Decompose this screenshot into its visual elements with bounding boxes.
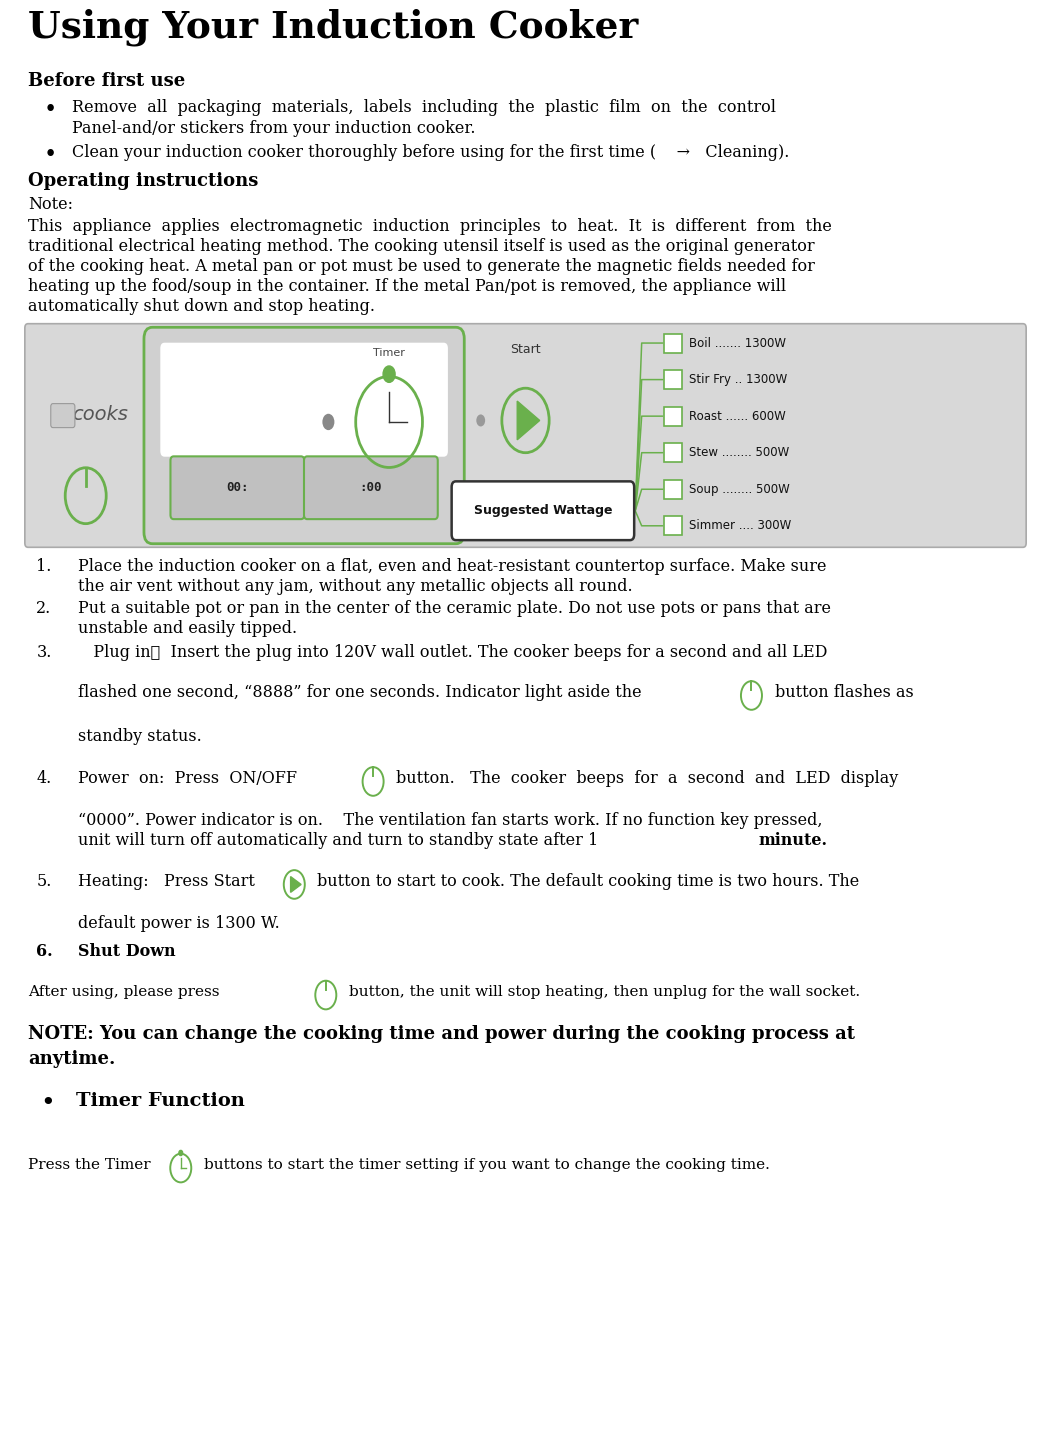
- Text: of the cooking heat. A metal pan or pot must be used to generate the magnetic fi: of the cooking heat. A metal pan or pot …: [28, 258, 815, 275]
- Text: •: •: [41, 1092, 56, 1115]
- Text: unit will turn off automatically and turn to standby state after 1: unit will turn off automatically and tur…: [79, 833, 604, 848]
- Text: Start: Start: [510, 342, 541, 355]
- FancyBboxPatch shape: [664, 480, 682, 499]
- Text: Suggested Wattage: Suggested Wattage: [474, 504, 612, 517]
- Text: Note:: Note:: [28, 196, 73, 214]
- Text: Panel-and/or stickers from your induction cooker.: Panel-and/or stickers from your inductio…: [73, 120, 476, 138]
- Text: anytime.: anytime.: [28, 1050, 116, 1068]
- Polygon shape: [291, 877, 302, 893]
- FancyBboxPatch shape: [304, 456, 438, 519]
- Circle shape: [179, 1151, 183, 1155]
- Text: automatically shut down and stop heating.: automatically shut down and stop heating…: [28, 298, 375, 315]
- Text: minute.: minute.: [759, 833, 828, 848]
- Text: default power is 1300 W.: default power is 1300 W.: [79, 916, 281, 931]
- Text: Stir Fry .. 1300W: Stir Fry .. 1300W: [689, 373, 787, 385]
- FancyBboxPatch shape: [664, 370, 682, 390]
- Text: buttons to start the timer setting if you want to change the cooking time.: buttons to start the timer setting if yo…: [204, 1158, 769, 1172]
- Text: 3.: 3.: [37, 643, 51, 661]
- Text: button flashes as: button flashes as: [775, 684, 913, 701]
- FancyBboxPatch shape: [664, 516, 682, 536]
- Circle shape: [476, 414, 486, 427]
- FancyBboxPatch shape: [452, 481, 634, 540]
- Text: After using, please press: After using, please press: [28, 984, 229, 999]
- Text: 5.: 5.: [37, 873, 51, 890]
- Text: Heating:   Press Start: Heating: Press Start: [79, 873, 255, 890]
- Text: Plug in：  Insert the plug into 120V wall outlet. The cooker beeps for a second a: Plug in： Insert the plug into 120V wall …: [79, 643, 828, 661]
- FancyBboxPatch shape: [50, 404, 75, 427]
- Text: Remove  all  packaging  materials,  labels  including  the  plastic  film  on  t: Remove all packaging materials, labels i…: [73, 99, 776, 116]
- Text: Clean your induction cooker thoroughly before using for the first time (    →   : Clean your induction cooker thoroughly b…: [73, 143, 789, 160]
- Text: traditional electrical heating method. The cooking utensil itself is used as the: traditional electrical heating method. T…: [28, 238, 815, 255]
- Text: heating up the food/soup in the container. If the metal Pan/pot is removed, the : heating up the food/soup in the containe…: [28, 278, 786, 295]
- Text: Press the Timer: Press the Timer: [28, 1158, 150, 1172]
- Text: 6.: 6.: [37, 943, 53, 960]
- Text: Operating instructions: Operating instructions: [28, 172, 259, 191]
- Text: Roast ...... 600W: Roast ...... 600W: [689, 410, 786, 423]
- FancyBboxPatch shape: [144, 327, 465, 543]
- FancyBboxPatch shape: [161, 342, 448, 457]
- Text: 1.: 1.: [37, 557, 51, 575]
- Text: This  appliance  applies  electromagnetic  induction  principles  to  heat.  It : This appliance applies electromagnetic i…: [28, 218, 832, 235]
- Text: •: •: [44, 143, 57, 166]
- Text: flashed one second, “8888” for one seconds. Indicator light aside the: flashed one second, “8888” for one secon…: [79, 684, 647, 701]
- FancyBboxPatch shape: [664, 443, 682, 463]
- Text: Soup ........ 500W: Soup ........ 500W: [689, 483, 790, 496]
- Text: standby status.: standby status.: [79, 728, 202, 745]
- FancyBboxPatch shape: [664, 334, 682, 353]
- Text: button to start to cook. The default cooking time is two hours. The: button to start to cook. The default coo…: [317, 873, 860, 890]
- Circle shape: [383, 365, 395, 383]
- Text: Simmer .... 300W: Simmer .... 300W: [689, 519, 791, 532]
- Text: Shut Down: Shut Down: [79, 943, 177, 960]
- Text: Power  on:  Press  ON/OFF: Power on: Press ON/OFF: [79, 770, 297, 787]
- Text: Boil ....... 1300W: Boil ....... 1300W: [689, 337, 786, 350]
- Text: Stew ........ 500W: Stew ........ 500W: [689, 446, 789, 459]
- Text: button, the unit will stop heating, then unplug for the wall socket.: button, the unit will stop heating, then…: [349, 984, 860, 999]
- Text: hour: hour: [227, 457, 251, 467]
- Text: minute: minute: [351, 457, 388, 467]
- Text: button.   The  cooker  beeps  for  a  second  and  LED  display: button. The cooker beeps for a second an…: [396, 770, 899, 787]
- FancyBboxPatch shape: [664, 407, 682, 426]
- Text: 4.: 4.: [37, 770, 51, 787]
- Text: :00: :00: [359, 481, 383, 494]
- Text: Timer Function: Timer Function: [77, 1092, 245, 1111]
- Text: the air vent without any jam, without any metallic objects all round.: the air vent without any jam, without an…: [79, 577, 633, 595]
- FancyBboxPatch shape: [25, 324, 1026, 547]
- Text: unstable and easily tipped.: unstable and easily tipped.: [79, 620, 297, 638]
- Text: 00:: 00:: [226, 481, 249, 494]
- Text: Put a suitable pot or pan in the center of the ceramic plate. Do not use pots or: Put a suitable pot or pan in the center …: [79, 600, 831, 618]
- Text: Place the induction cooker on a flat, even and heat-resistant countertop surface: Place the induction cooker on a flat, ev…: [79, 557, 827, 575]
- Circle shape: [323, 414, 334, 430]
- Text: Timer: Timer: [373, 348, 405, 358]
- Text: “0000”. Power indicator is on.    The ventilation fan starts work. If no functio: “0000”. Power indicator is on. The venti…: [79, 813, 823, 830]
- Polygon shape: [517, 401, 540, 440]
- Text: 2.: 2.: [37, 600, 51, 618]
- Text: Using Your Induction Cooker: Using Your Induction Cooker: [28, 9, 638, 46]
- FancyBboxPatch shape: [170, 456, 304, 519]
- Text: cooks: cooks: [71, 404, 127, 424]
- Text: •: •: [44, 99, 57, 120]
- Text: NOTE: You can change the cooking time and power during the cooking process at: NOTE: You can change the cooking time an…: [28, 1025, 856, 1043]
- Text: Before first use: Before first use: [28, 72, 185, 90]
